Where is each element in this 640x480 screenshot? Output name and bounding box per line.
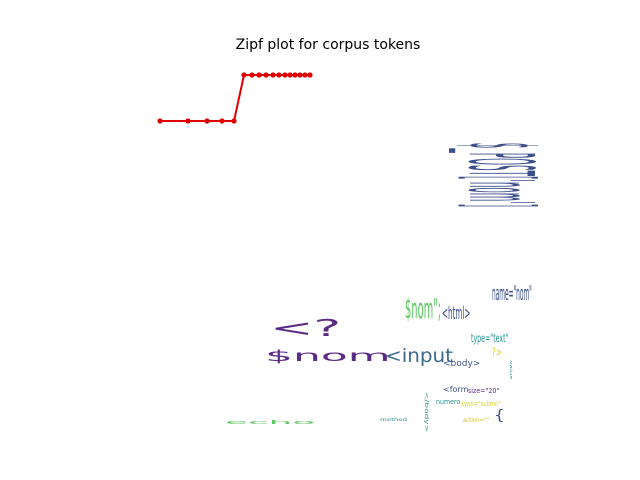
data-point — [302, 72, 308, 78]
data-point — [185, 118, 191, 124]
cloud-word: ?> — [492, 346, 502, 359]
cloud-word: type="submit" — [462, 400, 501, 408]
cloud-word: type="text" — [471, 332, 509, 346]
data-point — [287, 72, 293, 78]
data-point — [297, 72, 303, 78]
zipf-line-series — [157, 72, 313, 124]
data-point — [231, 118, 237, 124]
cloud-word: value — [509, 360, 512, 380]
cloud-word: method — [380, 418, 407, 422]
data-point — [204, 118, 210, 124]
word-cloud: $_POST['nom'] $nom"; <html> name="nom" <? $no… — [225, 143, 552, 432]
data-point — [157, 118, 163, 124]
series-line — [160, 74, 310, 122]
data-point — [219, 118, 225, 124]
cloud-word: action="" — [463, 418, 489, 424]
data-point — [282, 72, 288, 78]
data-point — [256, 72, 262, 78]
data-point — [276, 72, 282, 78]
data-point — [292, 72, 298, 78]
cloud-word: </body> — [424, 392, 431, 432]
cloud-word: name="nom" — [492, 281, 532, 306]
cloud-word: { — [494, 407, 505, 423]
data-point — [263, 72, 269, 78]
cloud-word: <form — [443, 385, 469, 394]
data-point — [249, 72, 255, 78]
data-point — [307, 72, 313, 78]
cloud-word: <input — [385, 344, 453, 366]
cloud-word: size="20" — [468, 387, 499, 395]
cloud-word: $nom"; — [405, 293, 441, 325]
cloud-word: $nom — [265, 347, 391, 365]
data-point — [270, 72, 276, 78]
cloud-word: echo — [225, 419, 315, 425]
data-point — [241, 72, 247, 78]
chart-title: Zipf plot for corpus tokens — [236, 37, 421, 53]
cloud-word: numero — [436, 398, 460, 406]
cloud-word: <html> — [442, 303, 470, 324]
cloud-word: $_POST['nom'] — [447, 143, 551, 207]
cloud-word: <? — [270, 315, 341, 342]
cloud-word: <body> — [443, 359, 480, 369]
